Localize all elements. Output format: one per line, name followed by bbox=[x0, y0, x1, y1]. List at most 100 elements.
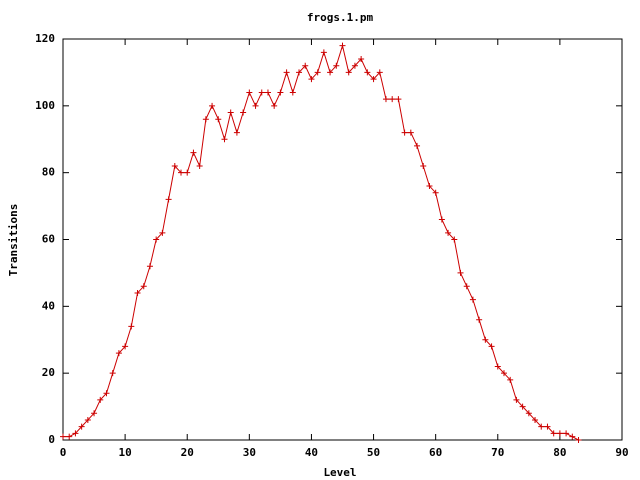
data-point bbox=[271, 102, 278, 109]
data-point bbox=[246, 89, 253, 96]
x-tick-label: 10 bbox=[118, 446, 131, 459]
data-point bbox=[463, 283, 470, 290]
data-point bbox=[60, 433, 66, 440]
chart-title: frogs.1.pm bbox=[307, 11, 374, 24]
data-point bbox=[370, 76, 377, 83]
data-point bbox=[103, 390, 110, 397]
data-point bbox=[482, 336, 489, 343]
data-point bbox=[339, 42, 346, 49]
data-point bbox=[563, 430, 570, 437]
data-point bbox=[78, 423, 85, 430]
x-tick-label: 30 bbox=[243, 446, 256, 459]
data-point bbox=[327, 69, 334, 76]
data-point bbox=[240, 109, 247, 116]
data-point bbox=[345, 69, 352, 76]
data-point bbox=[401, 129, 408, 136]
y-tick-label: 120 bbox=[35, 32, 55, 45]
data-point bbox=[544, 423, 551, 430]
data-point bbox=[457, 269, 464, 276]
data-point bbox=[575, 437, 582, 443]
data-point bbox=[252, 102, 259, 109]
y-tick-label: 100 bbox=[35, 99, 55, 112]
y-tick-label: 20 bbox=[42, 366, 55, 379]
data-point bbox=[451, 236, 458, 243]
data-point bbox=[420, 162, 427, 169]
x-tick-label: 40 bbox=[305, 446, 318, 459]
data-point bbox=[382, 96, 389, 103]
data-point bbox=[320, 49, 327, 56]
y-tick-label: 60 bbox=[42, 233, 55, 246]
data-point bbox=[302, 62, 309, 69]
data-point bbox=[178, 169, 185, 176]
data-point bbox=[414, 142, 421, 149]
data-point bbox=[215, 116, 222, 123]
y-tick-label: 0 bbox=[48, 433, 55, 446]
data-point bbox=[84, 416, 91, 423]
data-point bbox=[289, 89, 296, 96]
data-point bbox=[196, 162, 203, 169]
data-point bbox=[202, 116, 209, 123]
data-point bbox=[556, 430, 563, 437]
data-point bbox=[115, 350, 122, 357]
data-point bbox=[153, 236, 160, 243]
data-point bbox=[469, 296, 476, 303]
data-point bbox=[165, 196, 172, 203]
data-point bbox=[519, 403, 526, 410]
data-point bbox=[389, 96, 396, 103]
data-point bbox=[277, 89, 284, 96]
data-point bbox=[438, 216, 445, 223]
data-point bbox=[72, 430, 79, 437]
x-axis-label: Level bbox=[323, 466, 356, 479]
data-point bbox=[445, 229, 452, 236]
data-point bbox=[488, 343, 495, 350]
data-point bbox=[258, 89, 265, 96]
data-point bbox=[426, 183, 433, 190]
y-axis-label: Transitions bbox=[7, 204, 20, 277]
data-point bbox=[308, 76, 315, 83]
data-point bbox=[550, 430, 557, 437]
data-point bbox=[364, 69, 371, 76]
data-point bbox=[91, 410, 98, 417]
series-line bbox=[63, 43, 579, 441]
data-point bbox=[376, 69, 383, 76]
data-point bbox=[494, 363, 501, 370]
x-tick-label: 80 bbox=[553, 446, 566, 459]
data-point bbox=[525, 410, 532, 417]
data-point bbox=[128, 323, 135, 330]
data-point bbox=[264, 89, 271, 96]
data-point bbox=[283, 69, 290, 76]
data-point bbox=[134, 289, 141, 296]
y-tick-label: 80 bbox=[42, 166, 55, 179]
data-point bbox=[190, 149, 197, 156]
data-point bbox=[221, 136, 228, 143]
data-point bbox=[140, 283, 147, 290]
y-tick-label: 40 bbox=[42, 299, 55, 312]
data-point bbox=[500, 370, 507, 377]
data-point bbox=[159, 229, 166, 236]
data-point bbox=[351, 62, 358, 69]
x-tick-label: 0 bbox=[60, 446, 67, 459]
data-point bbox=[296, 69, 303, 76]
data-point bbox=[569, 433, 576, 440]
data-point bbox=[432, 189, 439, 196]
x-tick-label: 90 bbox=[615, 446, 628, 459]
data-point bbox=[532, 416, 539, 423]
x-tick-label: 20 bbox=[181, 446, 194, 459]
data-point bbox=[184, 169, 191, 176]
data-point bbox=[395, 96, 402, 103]
data-point bbox=[333, 62, 340, 69]
data-point bbox=[109, 370, 116, 377]
data-point bbox=[476, 316, 483, 323]
data-point bbox=[66, 433, 73, 440]
data-point bbox=[513, 396, 520, 403]
data-point bbox=[538, 423, 545, 430]
data-point bbox=[358, 56, 365, 63]
data-point bbox=[146, 263, 153, 270]
x-tick-label: 50 bbox=[367, 446, 380, 459]
data-point bbox=[227, 109, 234, 116]
data-point bbox=[209, 102, 216, 109]
x-tick-label: 60 bbox=[429, 446, 442, 459]
data-point bbox=[233, 129, 240, 136]
